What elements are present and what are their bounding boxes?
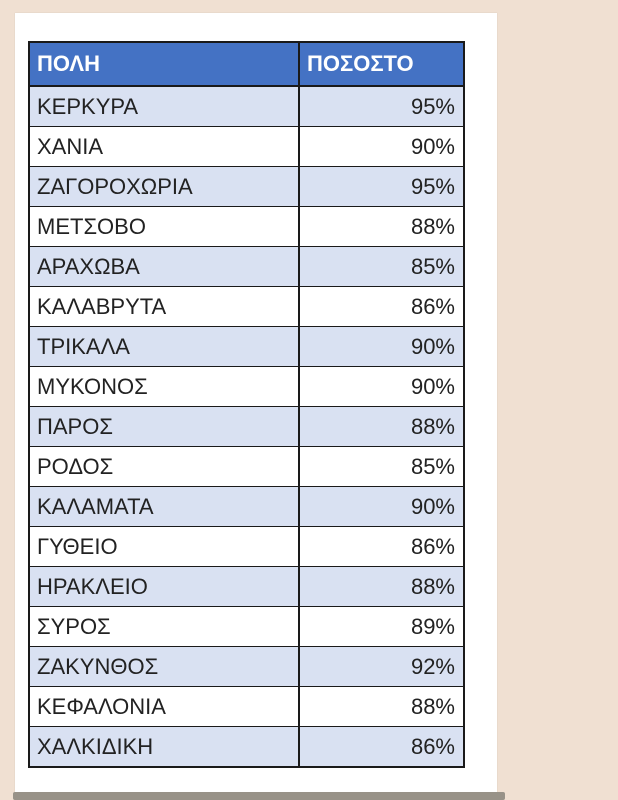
city-percentage-table: ΠΟΛΗ ΠΟΣΟΣΤΟ ΚΕΡΚΥΡΑ 95% ΧΑΝΙΑ 90% ΖΑΓΟΡΟΧΩΡ… [28, 41, 465, 768]
table-row: ΚΕΦΑΛΟΝΙΑ 88% [28, 686, 465, 727]
percentage-cell: 85% [298, 446, 465, 487]
percentage-cell: 88% [298, 566, 465, 607]
percentage-cell: 89% [298, 606, 465, 647]
table-row: ΓΥΘΕΙΟ 86% [28, 526, 465, 567]
city-cell: ΗΡΑΚΛΕΙΟ [28, 566, 300, 607]
table-row: ΜΕΤΣΟΒΟ 88% [28, 206, 465, 247]
table-row: ΗΡΑΚΛΕΙΟ 88% [28, 566, 465, 607]
percentage-cell: 85% [298, 246, 465, 287]
city-cell: ΤΡΙΚΑΛΑ [28, 326, 300, 367]
city-cell: ΚΑΛΑΜΑΤΑ [28, 486, 300, 527]
percentage-cell: 95% [298, 85, 465, 127]
city-cell: ΚΑΛΑΒΡΥΤΑ [28, 286, 300, 327]
city-cell: ΧΑΝΙΑ [28, 126, 300, 167]
page-bottom-shadow [13, 792, 505, 800]
table-row: ΚΑΛΑΜΑΤΑ 90% [28, 486, 465, 527]
table-row: ΚΑΛΑΒΡΥΤΑ 86% [28, 286, 465, 327]
city-cell: ΓΥΘΕΙΟ [28, 526, 300, 567]
table-row: ΣΥΡΟΣ 89% [28, 606, 465, 647]
city-cell: ΜΥΚΟΝΟΣ [28, 366, 300, 407]
percentage-cell: 92% [298, 646, 465, 687]
percentage-cell: 88% [298, 206, 465, 247]
city-cell: ΚΕΡΚΥΡΑ [28, 85, 300, 127]
percentage-cell: 88% [298, 406, 465, 447]
percentage-cell: 86% [298, 526, 465, 567]
table-row: ΤΡΙΚΑΛΑ 90% [28, 326, 465, 367]
city-cell: ΖΑΚΥΝΘΟΣ [28, 646, 300, 687]
table-row: ΖΑΓΟΡΟΧΩΡΙΑ 95% [28, 166, 465, 207]
table-row: ΠΑΡΟΣ 88% [28, 406, 465, 447]
document-page: ΠΟΛΗ ΠΟΣΟΣΤΟ ΚΕΡΚΥΡΑ 95% ΧΑΝΙΑ 90% ΖΑΓΟΡΟΧΩΡ… [15, 13, 497, 793]
table-row: ΖΑΚΥΝΘΟΣ 92% [28, 646, 465, 687]
table-row: ΑΡΑΧΩΒΑ 85% [28, 246, 465, 287]
percentage-cell: 90% [298, 486, 465, 527]
city-cell: ΑΡΑΧΩΒΑ [28, 246, 300, 287]
city-cell: ΖΑΓΟΡΟΧΩΡΙΑ [28, 166, 300, 207]
column-header-city: ΠΟΛΗ [28, 41, 300, 87]
table-row: ΧΑΝΙΑ 90% [28, 126, 465, 167]
city-cell: ΠΑΡΟΣ [28, 406, 300, 447]
percentage-cell: 88% [298, 686, 465, 727]
percentage-cell: 86% [298, 286, 465, 327]
percentage-cell: 90% [298, 126, 465, 167]
city-cell: ΧΑΛΚΙΔΙΚΗ [28, 726, 300, 768]
city-cell: ΚΕΦΑΛΟΝΙΑ [28, 686, 300, 727]
table-row: ΚΕΡΚΥΡΑ 95% [28, 85, 465, 127]
percentage-cell: 90% [298, 366, 465, 407]
table-row: ΡΟΔΟΣ 85% [28, 446, 465, 487]
city-cell: ΣΥΡΟΣ [28, 606, 300, 647]
table-row: ΧΑΛΚΙΔΙΚΗ 86% [28, 726, 465, 768]
table-row: ΜΥΚΟΝΟΣ 90% [28, 366, 465, 407]
percentage-cell: 90% [298, 326, 465, 367]
column-header-percentage: ΠΟΣΟΣΤΟ [298, 41, 465, 87]
city-cell: ΡΟΔΟΣ [28, 446, 300, 487]
percentage-cell: 95% [298, 166, 465, 207]
city-cell: ΜΕΤΣΟΒΟ [28, 206, 300, 247]
percentage-cell: 86% [298, 726, 465, 768]
table-header-row: ΠΟΛΗ ΠΟΣΟΣΤΟ [28, 41, 465, 87]
